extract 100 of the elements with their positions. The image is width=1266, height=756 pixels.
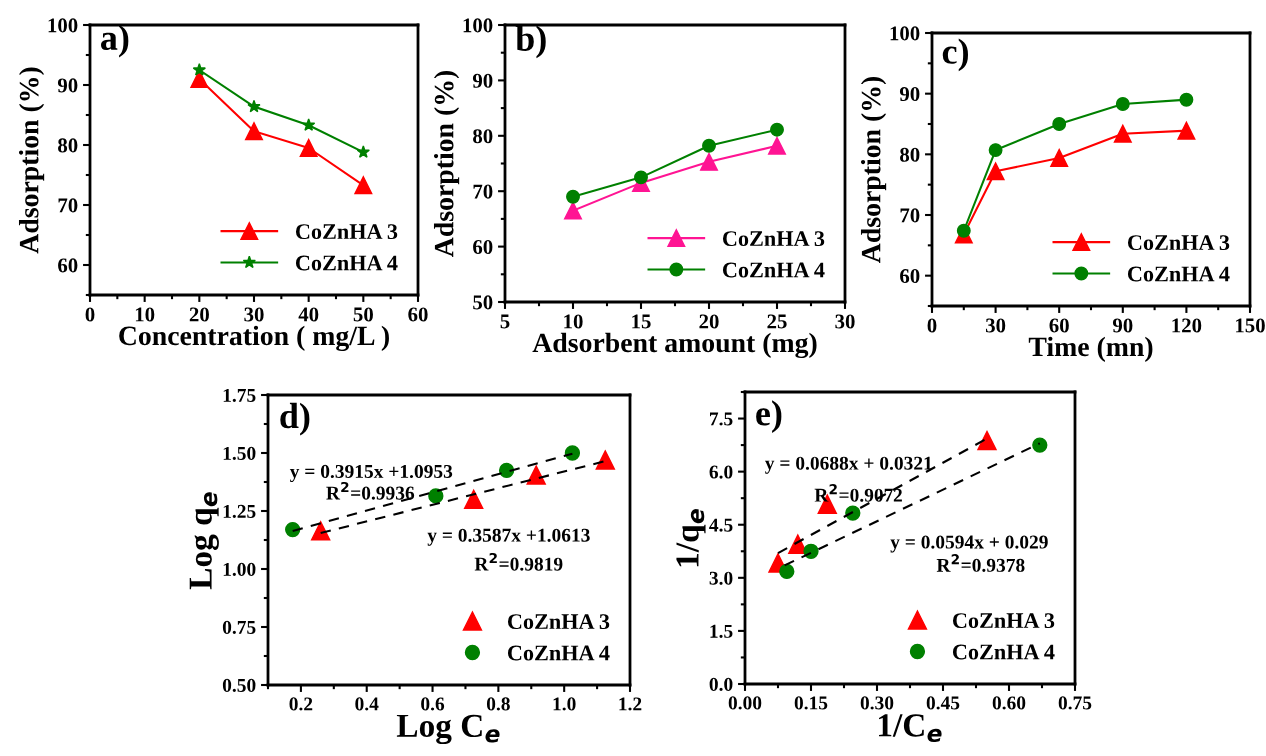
y-tick-label: 0.75	[222, 620, 256, 635]
x-axis-title: Log C$_{e}$	[396, 714, 500, 745]
legend-label: CoZnHA 3	[952, 613, 1055, 629]
point	[1113, 124, 1132, 143]
x-tick-label: 0.6	[421, 697, 445, 711]
x-tick-label: 25	[767, 314, 787, 329]
y-tick-label: 100	[48, 18, 78, 33]
y-tick-label: 90	[899, 87, 920, 102]
point	[699, 152, 719, 171]
x-tick-label: 150	[1236, 318, 1265, 333]
y-tick-label: 0.0	[709, 677, 733, 692]
legend-label: CoZnHA 4	[507, 645, 610, 661]
y-tick-label: 1.25	[223, 504, 256, 519]
legend-label: CoZnHA 4	[295, 255, 398, 271]
y-tick-label: 3.0	[709, 571, 733, 585]
y-tick-label: 0.50	[222, 678, 256, 693]
annotation: R$^{2}$=0.9378	[936, 554, 1025, 572]
x-tick-label: 15	[632, 314, 651, 329]
annotation: y = 0.0594x + 0.029	[890, 535, 1048, 553]
annotation: c)	[942, 38, 969, 72]
point	[192, 63, 206, 76]
y-tick-label: 60	[473, 239, 493, 255]
y-axis-title: Adsorption (%)	[860, 76, 887, 263]
point	[1050, 148, 1069, 168]
x-tick-label: 0.15	[794, 696, 828, 710]
y-tick-label: 80	[473, 129, 493, 144]
x-tick-label: 30	[835, 314, 855, 329]
x-axis-title: Time (mn)	[1028, 336, 1153, 362]
legend-label: CoZnHA 3	[722, 231, 825, 247]
x-axis-title: Concentration ( mg/L )	[119, 325, 389, 352]
annotation: a)	[101, 24, 129, 58]
y-tick-label: 80	[900, 147, 920, 162]
point	[1052, 117, 1067, 131]
y-tick-label: 90	[57, 78, 78, 93]
point	[428, 488, 444, 504]
point	[564, 445, 581, 461]
point	[463, 489, 484, 510]
point	[526, 465, 546, 485]
point	[1115, 97, 1130, 111]
point	[563, 201, 583, 220]
point	[1177, 121, 1196, 140]
x-tick-label: 0.45	[926, 696, 960, 710]
x-tick-label: 0.2	[289, 697, 313, 711]
point	[1032, 437, 1048, 453]
x-tick-label: 0.8	[486, 697, 510, 711]
annotation: d)	[280, 402, 310, 436]
x-tick-label: 0.75	[1058, 696, 1092, 710]
x-tick-label: 10	[564, 314, 583, 329]
annotation: e)	[756, 400, 782, 433]
x-tick-label: 30	[985, 318, 1006, 333]
y-tick-label: 100	[890, 26, 920, 41]
x-tick-label: 0.4	[355, 697, 379, 711]
y-tick-label: 6.0	[709, 465, 733, 479]
y-tick-label: 7.5	[710, 412, 733, 426]
legend-label: CoZnHA 3	[295, 224, 398, 240]
x-tick-label: 1.0	[553, 697, 576, 711]
y-tick-label: 1.75	[223, 388, 256, 403]
annotation: b)	[515, 25, 546, 59]
legend-label: CoZnHA 4	[1127, 266, 1230, 282]
annotation: R$^{2}$=0.9072	[814, 484, 902, 502]
point	[634, 170, 648, 185]
point	[244, 122, 264, 141]
y-axis-title: 1/q$_{e}$	[676, 509, 706, 567]
x-axis-title: 1/C$_{e}$	[879, 714, 942, 743]
x-tick-label: 10	[135, 307, 155, 322]
legend-label: CoZnHA 4	[722, 262, 825, 278]
x-tick-label: 120	[1172, 318, 1202, 333]
y-tick-label: 60	[900, 269, 920, 284]
x-tick-label: 40	[298, 307, 319, 322]
legend-label: CoZnHA 3	[507, 614, 610, 630]
x-tick-label: 60	[1049, 318, 1069, 333]
point	[770, 122, 784, 137]
legend-label: CoZnHA 3	[1127, 235, 1230, 251]
y-tick-label: 50	[473, 295, 493, 310]
x-tick-label: 30	[244, 307, 264, 322]
point	[299, 138, 318, 158]
legend-label: CoZnHA 4	[952, 644, 1055, 660]
y-tick-label: 90	[472, 73, 493, 88]
y-tick-label: 70	[900, 208, 920, 223]
point	[302, 118, 316, 131]
annotation: R$^{2}$=0.9936	[326, 481, 415, 500]
point	[595, 450, 616, 470]
y-tick-label: 4.5	[709, 518, 733, 532]
point	[356, 145, 370, 158]
y-axis-title: Log q$_{e}$	[189, 492, 219, 590]
x-tick-label: 0.00	[728, 696, 762, 710]
point	[566, 189, 580, 204]
point	[988, 143, 1003, 158]
x-tick-label: 0.60	[992, 696, 1026, 710]
y-tick-label: 1.5	[710, 624, 733, 638]
x-tick-label: 90	[1112, 318, 1133, 333]
annotation: y = 0.3915x +1.0953	[289, 464, 453, 482]
point	[1179, 92, 1194, 107]
annotation: y = 0.3587x +1.0613	[427, 528, 590, 546]
x-tick-label: 20	[189, 307, 209, 322]
x-tick-label: 0.30	[860, 696, 894, 710]
x-tick-label: 60	[408, 307, 428, 322]
y-axis-title: Adsorption (%)	[18, 67, 45, 254]
point	[779, 563, 795, 580]
annotation: R$^{2}$=0.9819	[474, 552, 563, 571]
